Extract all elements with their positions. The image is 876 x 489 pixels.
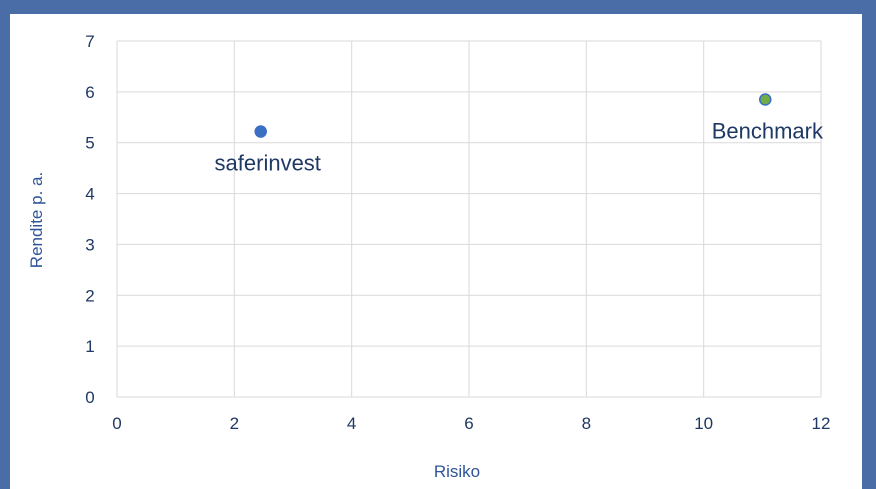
y-tick-label: 1 bbox=[85, 337, 94, 356]
y-tick-label: 5 bbox=[85, 134, 94, 153]
y-tick-label: 2 bbox=[85, 286, 94, 305]
x-tick-label: 12 bbox=[812, 414, 831, 433]
data-point bbox=[759, 93, 772, 106]
y-tick-label: 7 bbox=[85, 32, 94, 51]
x-axis-title: Risiko bbox=[434, 462, 480, 481]
x-tick-label: 8 bbox=[582, 414, 591, 433]
x-tick-label: 2 bbox=[230, 414, 239, 433]
data-label: saferinvest bbox=[215, 151, 321, 176]
data-points: saferinvest Benchmark bbox=[215, 93, 824, 176]
x-tick-label: 10 bbox=[694, 414, 713, 433]
x-tick-label: 4 bbox=[347, 414, 356, 433]
y-axis-title: Rendite p. a. bbox=[27, 172, 46, 268]
x-tick-label: 6 bbox=[464, 414, 473, 433]
x-tick-label: 0 bbox=[112, 414, 121, 433]
y-tick-label: 0 bbox=[85, 388, 94, 407]
y-tick-label: 3 bbox=[85, 235, 94, 254]
data-label: Benchmark bbox=[712, 118, 824, 143]
y-tick-label: 4 bbox=[85, 185, 94, 204]
x-tick-labels: 0 2 4 6 8 10 12 bbox=[112, 414, 830, 433]
gridlines bbox=[116, 40, 822, 398]
y-tick-label: 6 bbox=[85, 83, 94, 102]
data-point bbox=[254, 125, 267, 138]
y-tick-labels: 0 1 2 3 4 5 6 7 bbox=[85, 32, 94, 407]
